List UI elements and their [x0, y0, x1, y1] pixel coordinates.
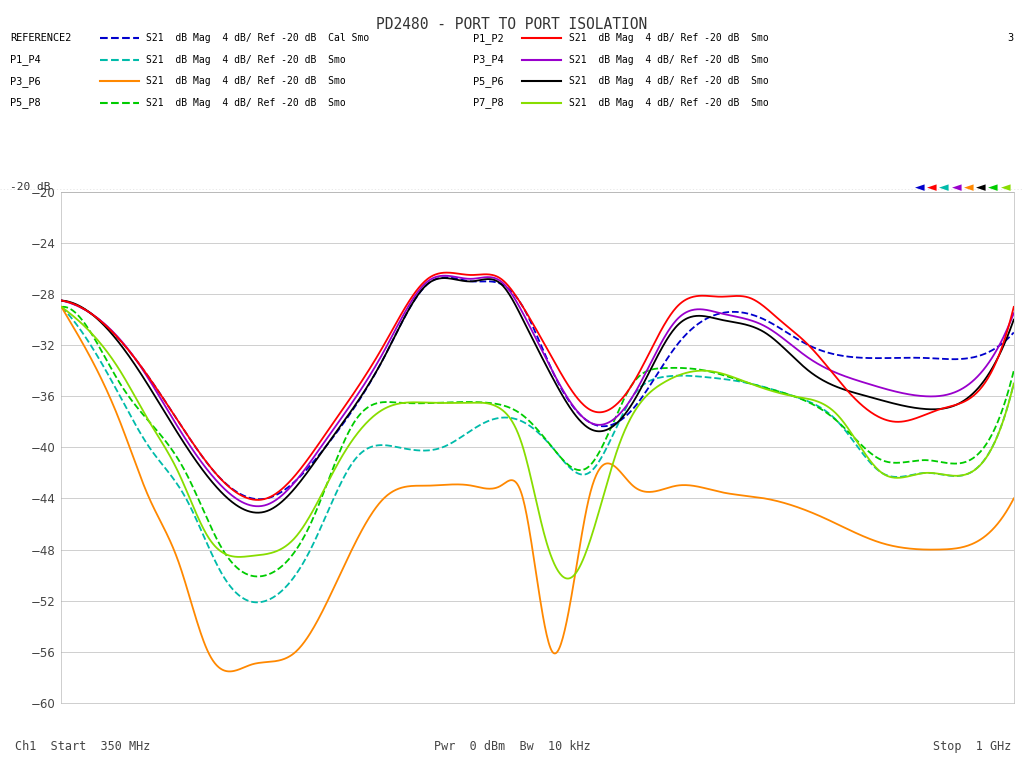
Text: P1_P2: P1_P2: [473, 33, 504, 44]
Text: S21  dB Mag  4 dB/ Ref -20 dB  Cal Smo: S21 dB Mag 4 dB/ Ref -20 dB Cal Smo: [146, 33, 370, 44]
Text: P5_P8: P5_P8: [10, 98, 41, 108]
Text: P1_P4: P1_P4: [10, 55, 41, 65]
Text: S21  dB Mag  4 dB/ Ref -20 dB  Smo: S21 dB Mag 4 dB/ Ref -20 dB Smo: [146, 76, 346, 87]
Text: -20 dB: -20 dB: [10, 181, 51, 192]
Text: 3: 3: [1008, 33, 1014, 44]
Text: Ch1  Start  350 MHz: Ch1 Start 350 MHz: [15, 740, 151, 753]
Text: Pwr  0 dBm  Bw  10 kHz: Pwr 0 dBm Bw 10 kHz: [433, 740, 591, 753]
Text: ◄: ◄: [927, 181, 937, 194]
Text: S21  dB Mag  4 dB/ Ref -20 dB  Smo: S21 dB Mag 4 dB/ Ref -20 dB Smo: [569, 76, 769, 87]
Text: ◄: ◄: [988, 181, 998, 194]
Text: S21  dB Mag  4 dB/ Ref -20 dB  Smo: S21 dB Mag 4 dB/ Ref -20 dB Smo: [569, 98, 769, 108]
Text: P5_P6: P5_P6: [473, 76, 504, 87]
Text: S21  dB Mag  4 dB/ Ref -20 dB  Smo: S21 dB Mag 4 dB/ Ref -20 dB Smo: [569, 55, 769, 65]
Text: P3_P6: P3_P6: [10, 76, 41, 87]
Text: Stop  1 GHz: Stop 1 GHz: [933, 740, 1012, 753]
Text: S21  dB Mag  4 dB/ Ref -20 dB  Smo: S21 dB Mag 4 dB/ Ref -20 dB Smo: [146, 55, 346, 65]
Text: ◄: ◄: [914, 181, 925, 194]
Text: ◄: ◄: [976, 181, 986, 194]
Text: ◄: ◄: [1000, 181, 1011, 194]
Text: P7_P8: P7_P8: [473, 98, 504, 108]
Text: REFERENCE2: REFERENCE2: [10, 33, 72, 44]
Text: ◄: ◄: [939, 181, 949, 194]
Text: PD2480 - PORT TO PORT ISOLATION: PD2480 - PORT TO PORT ISOLATION: [377, 17, 647, 32]
Text: S21  dB Mag  4 dB/ Ref -20 dB  Smo: S21 dB Mag 4 dB/ Ref -20 dB Smo: [146, 98, 346, 108]
Text: ◄: ◄: [951, 181, 962, 194]
Text: S21  dB Mag  4 dB/ Ref -20 dB  Smo: S21 dB Mag 4 dB/ Ref -20 dB Smo: [569, 33, 769, 44]
Text: ◄: ◄: [964, 181, 974, 194]
Text: P3_P4: P3_P4: [473, 55, 504, 65]
